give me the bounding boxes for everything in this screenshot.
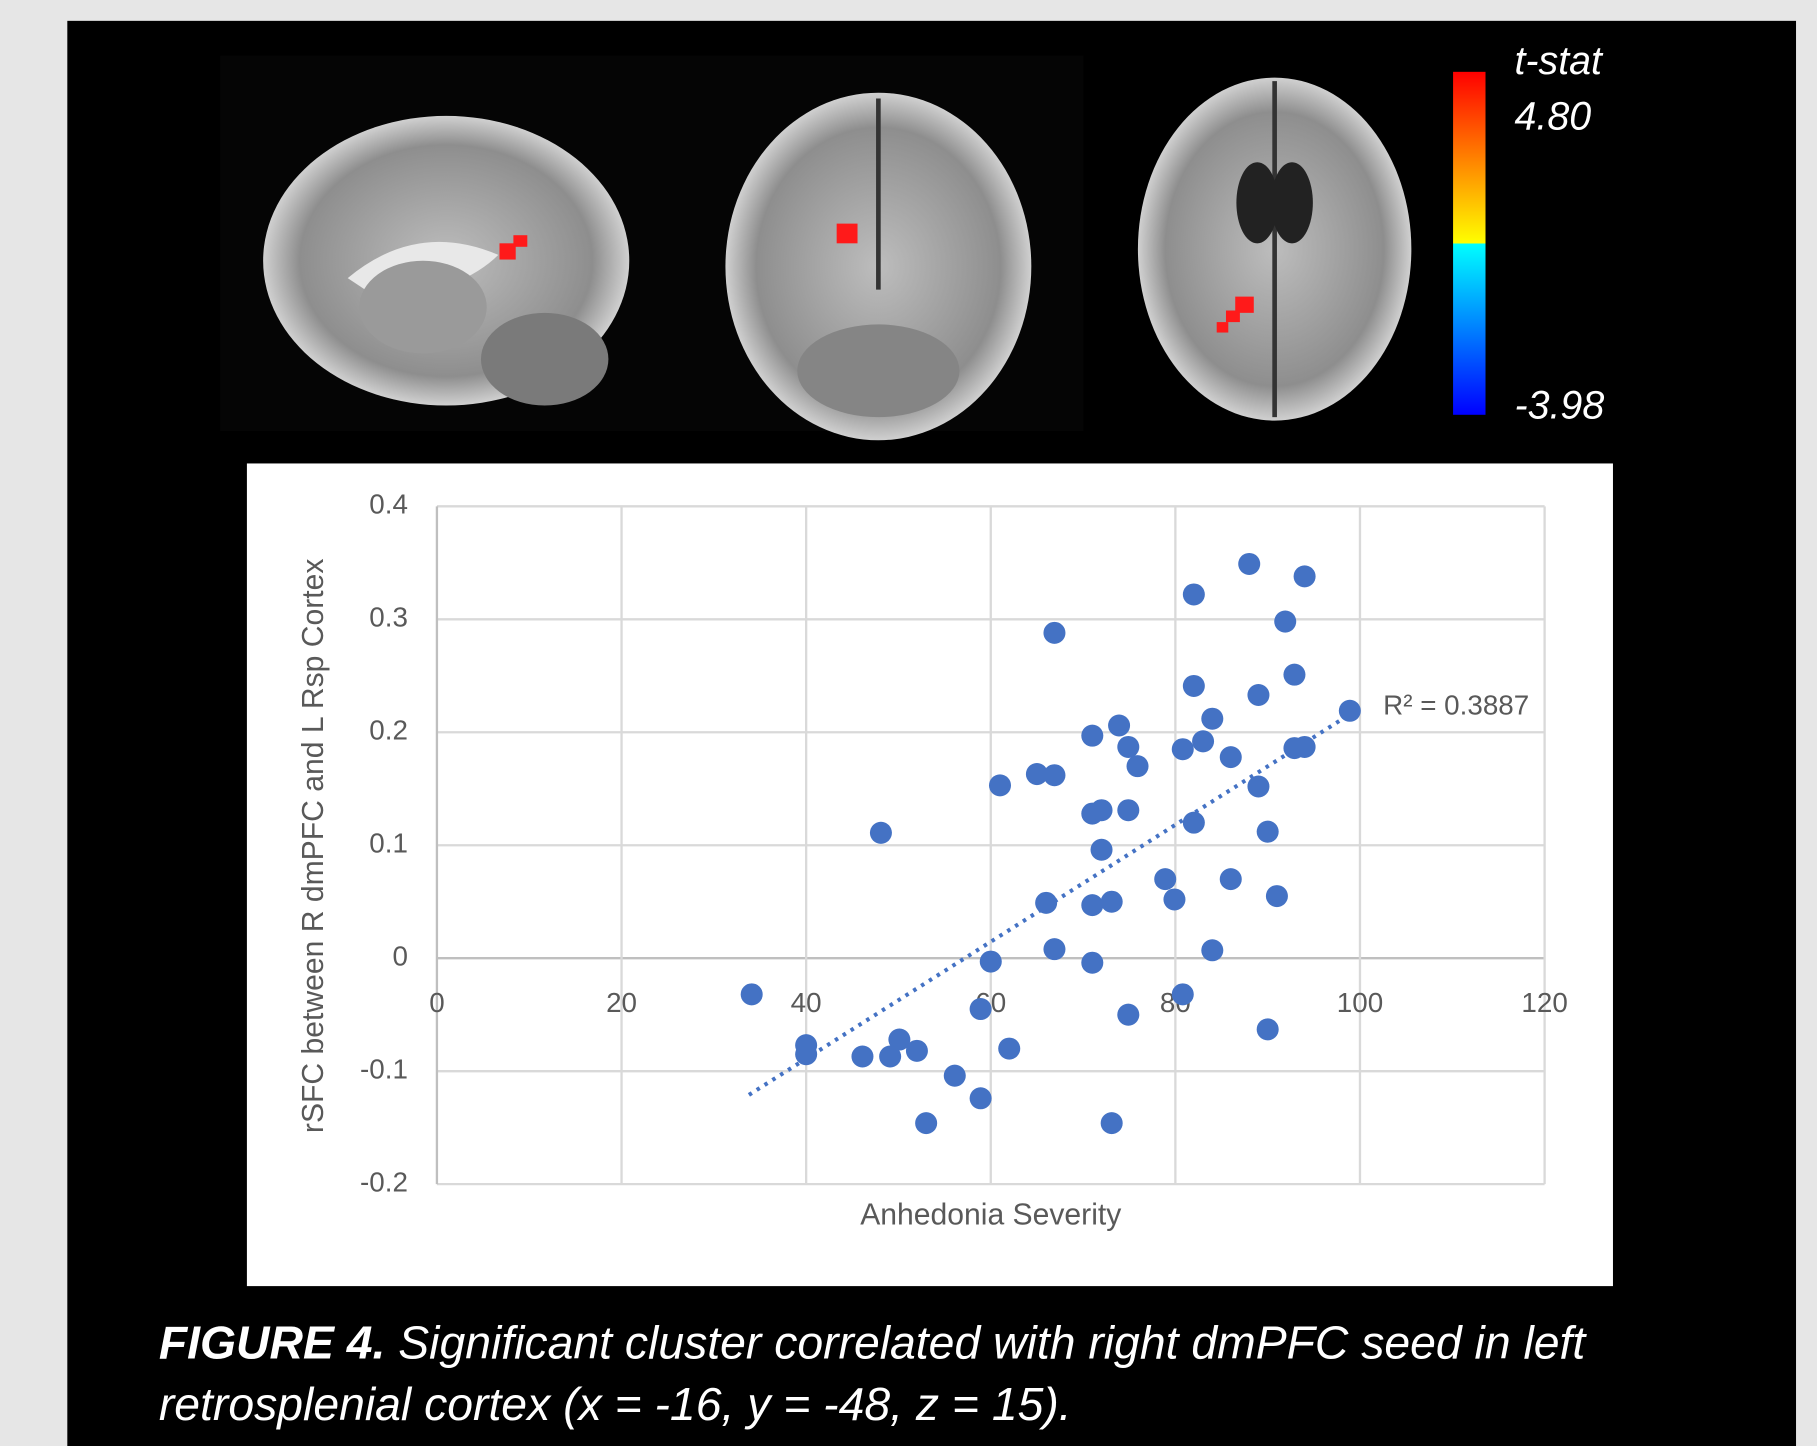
colorbar-label: -3.98 [1514,383,1604,427]
point [1035,892,1057,914]
point [1043,622,1065,644]
point [970,1087,992,1109]
y-tick-label: -0.2 [360,1166,408,1197]
point [870,822,892,844]
caption-line: FIGURE 4. Significant cluster correlated… [159,1317,1588,1369]
figure: t-stat Anhedonia Severity rSFC between R… [0,0,1817,1446]
point [1117,1004,1139,1026]
caption-text: retrosplenial cortex (x = -16, y = -48, … [159,1378,1072,1430]
y-tick-label: 0.2 [369,715,408,746]
x-tick-label: 40 [791,987,822,1018]
point [1081,894,1103,916]
point [1220,746,1242,768]
point [851,1045,873,1067]
point [1283,664,1305,686]
point [1172,983,1194,1005]
point [1220,868,1242,890]
x-tick-label: 100 [1337,987,1383,1018]
point [1274,611,1296,633]
point [1247,684,1269,706]
x-tick-label: 120 [1521,987,1567,1018]
point [1183,583,1205,605]
point [741,983,763,1005]
y-tick-label: 0.4 [369,489,408,520]
point [1117,799,1139,821]
point [1201,708,1223,730]
point [1091,839,1113,861]
point [1183,812,1205,834]
point [1163,888,1185,910]
colorbar-label: 4.80 [1514,95,1591,139]
point [1294,565,1316,587]
point [795,1043,817,1065]
point [1183,675,1205,697]
point [1154,868,1176,890]
y-tick-label: 0.1 [369,828,408,859]
caption-text: Significant cluster correlated with righ… [398,1317,1587,1369]
point [1238,553,1260,575]
point [1247,775,1269,797]
caption-label: FIGURE 4. [159,1317,386,1369]
point [1081,725,1103,747]
point [1081,952,1103,974]
point [1339,700,1361,722]
point [906,1040,928,1062]
y-tick-label: -0.1 [360,1054,408,1085]
x-tick-label: 0 [429,987,444,1018]
point [1101,891,1123,913]
y-tick-label: 0 [392,941,407,972]
point [915,1112,937,1134]
point [1127,755,1149,777]
y-axis-label: rSFC between R dmPFC and L Rsp Cortex [297,559,330,1134]
point [1043,764,1065,786]
x-tick-label: 20 [606,987,637,1018]
point [1257,821,1279,843]
y-tick-label: 0.3 [369,602,408,633]
brain-images [220,56,1411,441]
point [1043,938,1065,960]
chart-area [247,463,1613,1286]
point [998,1038,1020,1060]
trendline-label: R² = 0.3887 [1383,690,1529,721]
point [1117,736,1139,758]
point [970,998,992,1020]
point [1201,939,1223,961]
point [1172,738,1194,760]
point [1294,736,1316,758]
point [1091,799,1113,821]
point [989,774,1011,796]
point [1101,1112,1123,1134]
point [1192,730,1214,752]
point [1257,1018,1279,1040]
point [1108,714,1130,736]
point [944,1065,966,1087]
colorbar [1453,72,1485,415]
point [980,951,1002,973]
x-axis-label: Anhedonia Severity [860,1199,1121,1232]
colorbar-title: t-stat [1514,39,1604,83]
point [1266,885,1288,907]
